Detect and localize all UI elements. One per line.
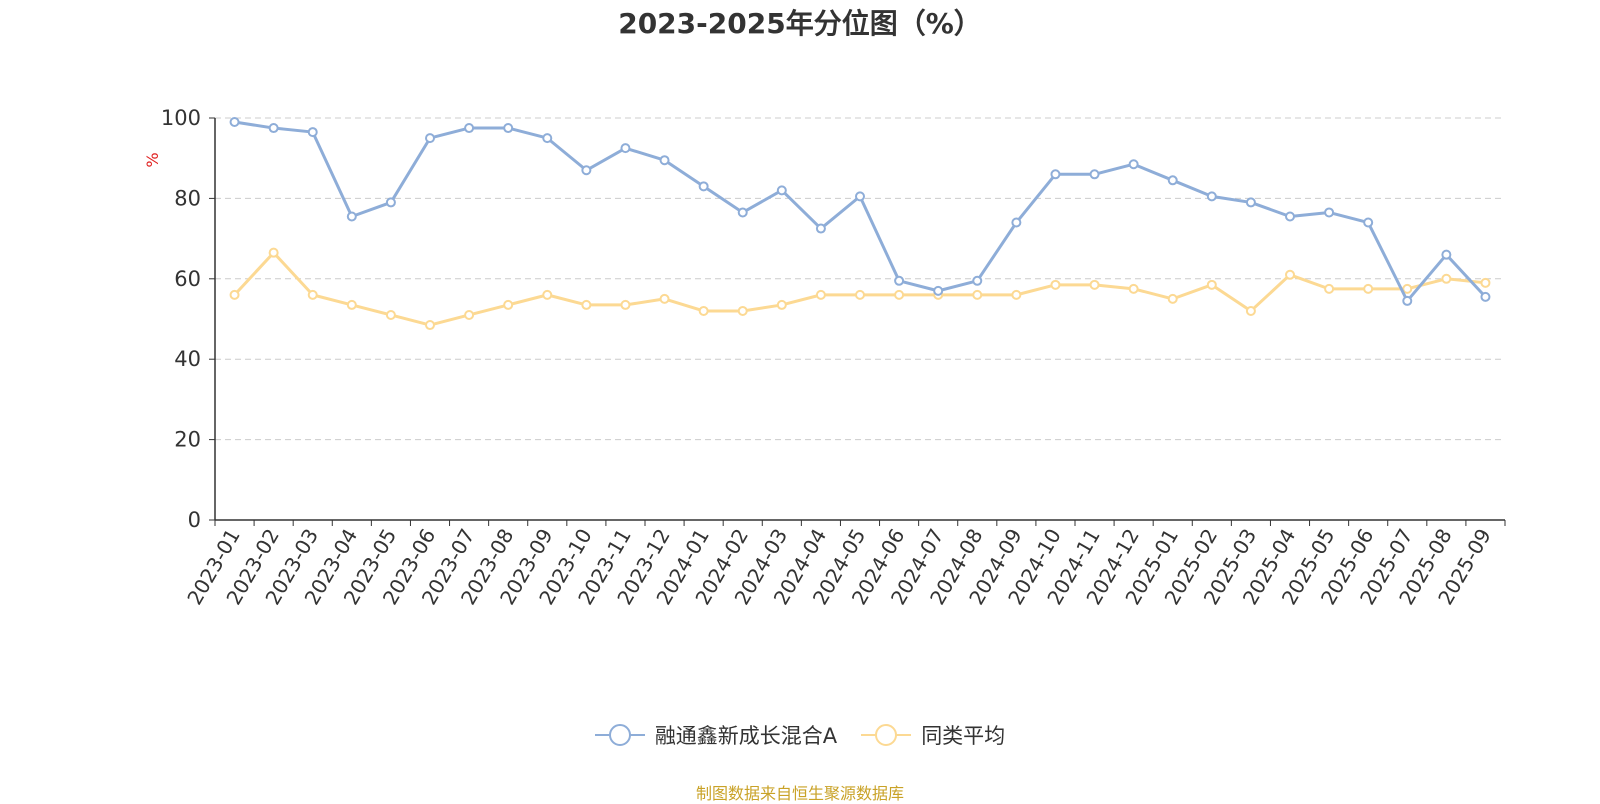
- data-point[interactable]: [776, 185, 787, 196]
- data-point[interactable]: [815, 223, 826, 234]
- data-point[interactable]: [737, 305, 748, 316]
- series-0: [229, 117, 1491, 306]
- data-point[interactable]: [1167, 175, 1178, 186]
- data-point[interactable]: [464, 123, 475, 134]
- data-point[interactable]: [346, 299, 357, 310]
- data-point[interactable]: [698, 305, 709, 316]
- data-point[interactable]: [659, 155, 670, 166]
- data-point[interactable]: [933, 285, 944, 296]
- data-point[interactable]: [268, 247, 279, 258]
- series: [229, 117, 1491, 331]
- data-point[interactable]: [1363, 217, 1374, 228]
- data-point[interactable]: [542, 289, 553, 300]
- data-point[interactable]: [1363, 283, 1374, 294]
- legend: 融通鑫新成长混合A 同类平均: [0, 720, 1600, 750]
- data-point[interactable]: [1285, 269, 1295, 280]
- series-line: [233, 251, 1486, 327]
- y-axis-label: %: [143, 152, 162, 167]
- data-point[interactable]: [1285, 211, 1295, 222]
- data-point[interactable]: [815, 289, 826, 300]
- data-point[interactable]: [1011, 289, 1022, 300]
- axes: 0204060801002023-012023-022023-032023-04…: [161, 106, 1506, 609]
- data-point[interactable]: [1441, 249, 1452, 260]
- legend-swatch-fund: [594, 724, 645, 746]
- data-point[interactable]: [1206, 279, 1217, 290]
- data-point[interactable]: [503, 299, 514, 310]
- data-point[interactable]: [1245, 305, 1256, 316]
- data-point[interactable]: [1011, 217, 1022, 228]
- data-point[interactable]: [1128, 159, 1139, 170]
- series-line: [234, 120, 1487, 303]
- legend-swatch-peer-average: [861, 724, 912, 746]
- data-point[interactable]: [737, 207, 748, 218]
- y-tick-label: 60: [174, 267, 201, 291]
- data-point[interactable]: [307, 289, 318, 300]
- data-point[interactable]: [659, 293, 670, 304]
- data-point[interactable]: [1089, 169, 1100, 180]
- data-point[interactable]: [698, 181, 709, 192]
- data-point[interactable]: [1402, 295, 1413, 306]
- y-tick-label: 20: [174, 428, 201, 452]
- data-point[interactable]: [346, 211, 357, 222]
- data-point[interactable]: [542, 133, 553, 144]
- data-point[interactable]: [1480, 277, 1491, 288]
- data-point[interactable]: [620, 299, 631, 310]
- data-point[interactable]: [894, 289, 905, 300]
- data-point[interactable]: [855, 191, 865, 202]
- y-tick-label: 100: [161, 106, 201, 130]
- data-point[interactable]: [1324, 283, 1335, 294]
- data-point[interactable]: [1245, 197, 1256, 208]
- y-tick-label: 0: [188, 508, 201, 532]
- data-point[interactable]: [972, 289, 983, 300]
- data-point[interactable]: [620, 143, 631, 154]
- data-point[interactable]: [268, 123, 279, 134]
- data-point[interactable]: [1324, 207, 1335, 218]
- data-point[interactable]: [1402, 283, 1413, 294]
- data-point[interactable]: [425, 320, 435, 331]
- data-point[interactable]: [1167, 293, 1178, 304]
- data-point[interactable]: [307, 127, 318, 138]
- data-point[interactable]: [1206, 191, 1217, 202]
- grid-lines: [215, 117, 1505, 441]
- legend-item-peer-average[interactable]: 同类平均: [861, 720, 1005, 750]
- data-point[interactable]: [229, 289, 240, 300]
- series-1: [229, 247, 1491, 331]
- data-point[interactable]: [1480, 291, 1491, 302]
- data-point[interactable]: [385, 197, 396, 208]
- data-point[interactable]: [1128, 283, 1139, 294]
- data-point[interactable]: [776, 299, 787, 310]
- data-point[interactable]: [464, 309, 475, 320]
- legend-label-fund: 融通鑫新成长混合A: [654, 724, 838, 748]
- chart-title: 2023-2025年分位图（%）: [618, 7, 982, 40]
- data-point[interactable]: [855, 289, 865, 300]
- y-tick-label: 80: [174, 186, 201, 210]
- data-point[interactable]: [425, 133, 435, 144]
- data-point[interactable]: [1441, 273, 1452, 284]
- data-point[interactable]: [229, 117, 240, 128]
- data-point[interactable]: [581, 165, 592, 176]
- legend-label-peer-average: 同类平均: [921, 724, 1006, 748]
- legend-item-fund[interactable]: 融通鑫新成长混合A: [594, 720, 838, 750]
- data-point[interactable]: [972, 275, 983, 286]
- data-point[interactable]: [503, 123, 514, 134]
- data-source-note: 制图数据来自恒生聚源数据库: [695, 784, 904, 803]
- data-point[interactable]: [894, 275, 905, 286]
- data-point[interactable]: [581, 299, 592, 310]
- data-point[interactable]: [1050, 169, 1061, 180]
- y-tick-label: 40: [174, 347, 201, 371]
- data-point[interactable]: [1050, 279, 1061, 290]
- data-point[interactable]: [385, 309, 396, 320]
- data-point[interactable]: [1089, 279, 1100, 290]
